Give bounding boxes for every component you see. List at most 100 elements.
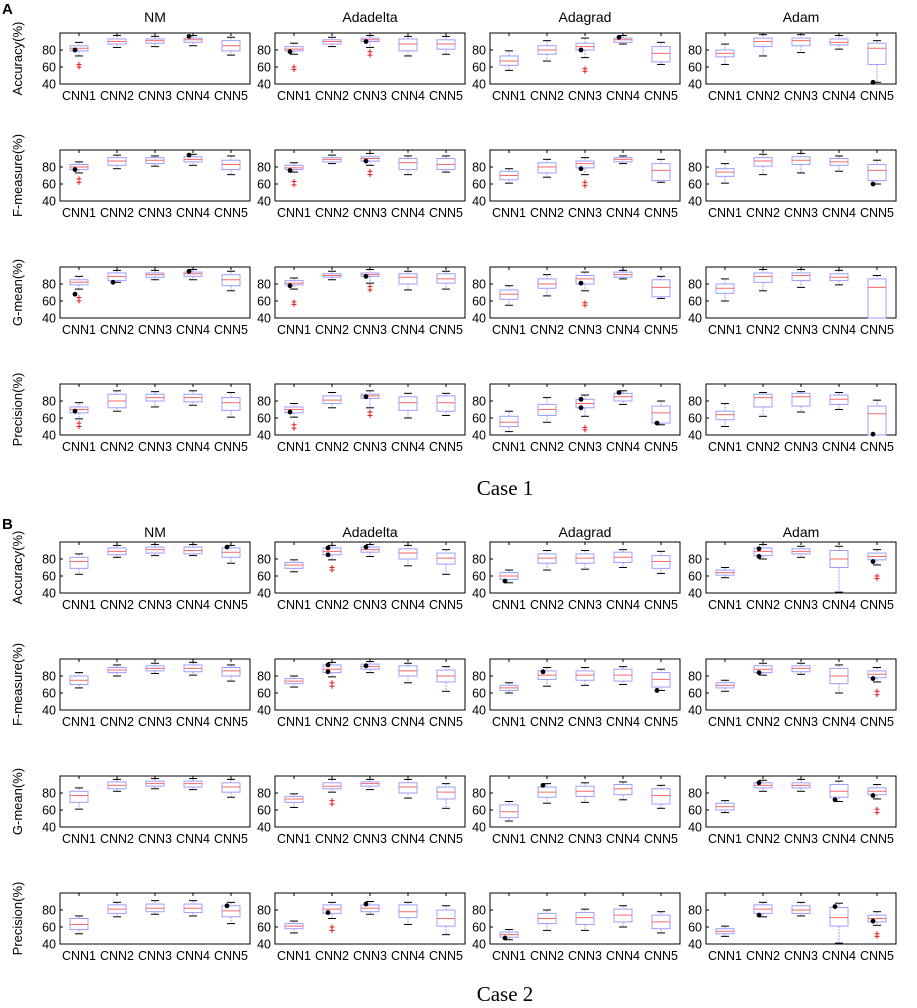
y-tick-label: 80 — [472, 670, 486, 684]
box-cnn3 — [145, 778, 165, 790]
plot-frame — [59, 658, 251, 711]
box-cnn3 — [145, 900, 165, 915]
outlier-marker — [291, 182, 297, 188]
data-point — [540, 782, 546, 788]
subplot: 40 60 80 CNN1 CNN2 CNN3 CNN4 CNN5 — [257, 658, 466, 729]
data-point — [870, 559, 876, 564]
subplot: 40 60 80 CNN1 CNN2 CNN3 CNN4 CNN5 — [688, 541, 897, 612]
data-point — [325, 910, 331, 915]
box-cnn5 — [221, 36, 241, 56]
x-category-label: CNN1 — [708, 949, 742, 963]
box-cnn1 — [284, 277, 304, 307]
box-cnn2 — [753, 34, 773, 57]
subplot: 40 60 80 G-mean(%) CNN1 CNN2 CNN3 CNN4 CNN5 — [10, 259, 251, 337]
box-cnn1 — [499, 801, 519, 822]
x-category-label: CNN5 — [644, 598, 678, 612]
x-category-label: CNN2 — [530, 949, 564, 963]
data-point — [616, 34, 622, 40]
y-tick-label: 80 — [688, 670, 702, 684]
box-cnn5 — [867, 911, 887, 939]
y-tick-label: 80 — [257, 904, 271, 918]
box-cnn4 — [613, 269, 633, 280]
x-category-label: CNN3 — [568, 949, 602, 963]
box-cnn4 — [183, 268, 203, 281]
box-cnn4 — [183, 390, 203, 406]
x-category-label: CNN5 — [429, 598, 463, 612]
subplot: 40 60 80 CNN1 CNN2 CNN3 CNN4 CNN5 — [472, 541, 681, 612]
box-body — [791, 272, 811, 282]
x-category-label: CNN3 — [568, 89, 602, 103]
box-body — [398, 38, 418, 52]
box-cnn1 — [499, 410, 519, 433]
data-point — [870, 918, 876, 924]
x-category-label: CNN3 — [138, 440, 172, 454]
box-cnn3 — [145, 662, 165, 674]
y-tick-label: 40 — [42, 78, 56, 92]
y-tick-label: 60 — [42, 412, 56, 426]
y-tick-label: 40 — [257, 704, 271, 718]
x-category-label: CNN1 — [62, 715, 96, 729]
box-cnn5 — [436, 35, 456, 55]
data-point — [870, 79, 876, 85]
box-cnn5 — [436, 155, 456, 173]
outlier-marker — [291, 301, 297, 307]
panel-label: A — [2, 1, 13, 18]
subplot: 40 60 80 CNN1 CNN2 CNN3 CNN4 CNN5 — [688, 775, 897, 846]
subplot: 40 60 80 CNN1 CNN2 CNN3 CNN4 CNN5 — [257, 149, 466, 220]
box-cnn4 — [183, 661, 203, 676]
y-tick-label: 40 — [257, 78, 271, 92]
data-point — [224, 903, 230, 909]
x-category-label: CNN2 — [315, 323, 349, 337]
x-category-label: CNN3 — [784, 598, 818, 612]
x-category-label: CNN2 — [315, 832, 349, 846]
box-cnn3 — [791, 391, 811, 413]
y-tick-label: 80 — [688, 553, 702, 567]
data-point — [578, 166, 584, 172]
x-category-label: CNN1 — [708, 832, 742, 846]
y-tick-label: 40 — [257, 821, 271, 835]
x-category-label: CNN1 — [492, 323, 526, 337]
y-axis-label: Precision(%) — [10, 882, 25, 956]
data-point — [186, 152, 192, 158]
box-cnn1 — [69, 915, 89, 935]
x-category-label: CNN3 — [568, 206, 602, 220]
subplot: 40 60 80 CNN1 CNN2 CNN3 CNN4 CNN5 — [257, 541, 466, 612]
x-category-label: CNN5 — [644, 832, 678, 846]
box-cnn2 — [107, 154, 127, 170]
subplot: 40 60 80 F-measure(%) CNN1 CNN2 CNN3 CNN4 CNN5 — [10, 643, 251, 729]
box-cnn5 — [867, 159, 887, 187]
outlier-marker — [367, 287, 373, 293]
box-body — [867, 163, 887, 182]
outlier-marker — [76, 64, 82, 70]
subplot: 40 60 80 CNN1 CNN2 CNN3 CNN4 CNN5 — [472, 892, 681, 963]
box-cnn3 — [360, 778, 380, 791]
y-tick-label: 40 — [257, 587, 271, 601]
box-cnn5 — [221, 544, 241, 564]
box-cnn3 — [360, 152, 380, 178]
box-cnn5 — [221, 392, 241, 418]
data-point — [363, 901, 369, 907]
y-tick-label: 80 — [472, 278, 486, 292]
box-cnn1 — [715, 800, 735, 814]
x-category-label: CNN1 — [277, 715, 311, 729]
y-tick-label: 40 — [688, 821, 702, 835]
y-tick-label: 60 — [257, 61, 271, 75]
box-cnn4 — [829, 545, 849, 593]
box-cnn3 — [791, 662, 811, 675]
box-cnn2 — [322, 544, 342, 573]
x-category-label: CNN1 — [277, 598, 311, 612]
x-category-label: CNN4 — [391, 715, 425, 729]
box-cnn1 — [715, 925, 735, 937]
box-body — [651, 279, 671, 298]
x-category-label: CNN4 — [822, 949, 856, 963]
box-cnn2 — [537, 550, 557, 571]
y-tick-label: 40 — [472, 429, 486, 443]
y-axis-label: Precision(%) — [10, 373, 25, 447]
box-cnn2 — [753, 269, 773, 292]
box-cnn4 — [613, 905, 633, 928]
data-point — [363, 544, 369, 550]
y-tick-label: 40 — [472, 195, 486, 209]
y-tick-label: 80 — [42, 904, 56, 918]
x-category-label: CNN5 — [429, 323, 463, 337]
outlier-marker — [874, 692, 880, 698]
